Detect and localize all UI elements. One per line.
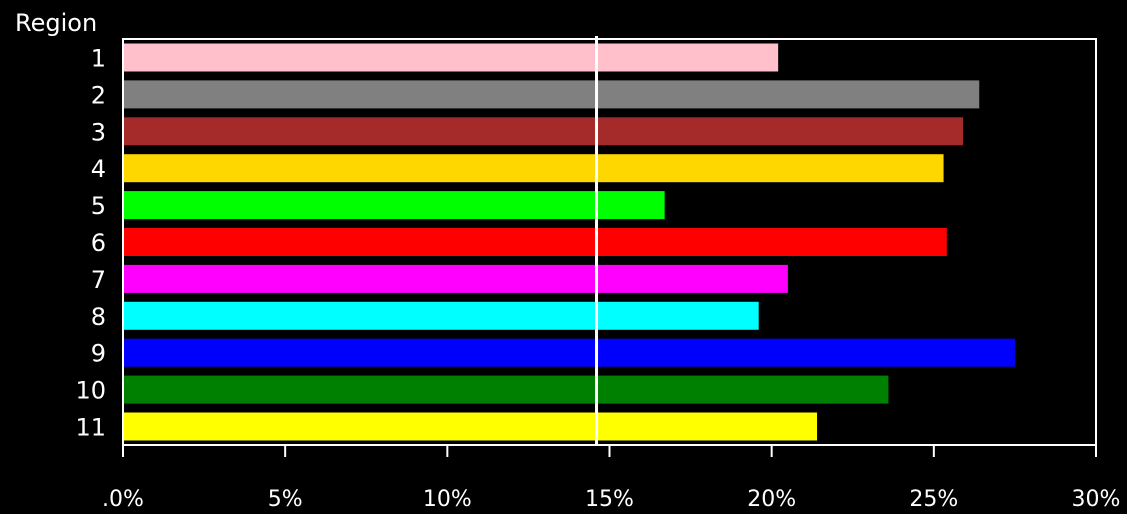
category-label-9: 9 <box>91 340 106 368</box>
category-label-8: 8 <box>91 303 106 331</box>
bar-region-9 <box>124 339 1015 367</box>
category-label-6: 6 <box>91 229 106 257</box>
category-label-3: 3 <box>91 118 106 146</box>
category-label-2: 2 <box>91 81 106 109</box>
bar-region-7 <box>124 265 788 293</box>
bar-region-11 <box>124 413 817 441</box>
bar-region-5 <box>124 191 665 219</box>
x-tick-label-0: .0% <box>102 487 144 512</box>
category-label-5: 5 <box>91 192 106 220</box>
y-axis-title: Region <box>15 9 97 37</box>
bar-region-2 <box>124 80 979 108</box>
x-tick-label-1: 5% <box>268 487 303 512</box>
bar-region-4 <box>124 154 944 182</box>
bar-group <box>124 44 1015 441</box>
x-tick-label-2: 10% <box>423 487 472 512</box>
bar-region-6 <box>124 228 947 256</box>
bar-region-3 <box>124 117 963 145</box>
bar-region-10 <box>124 376 888 404</box>
category-label-4: 4 <box>91 155 106 183</box>
category-label-10: 10 <box>75 377 106 405</box>
bar-region-1 <box>124 44 778 72</box>
x-tick-label-5: 25% <box>909 487 958 512</box>
x-tick-label-4: 20% <box>747 487 796 512</box>
category-label-1: 1 <box>91 45 106 73</box>
x-tick-label-6: 30% <box>1072 487 1121 512</box>
x-tick-label-3: 15% <box>585 487 634 512</box>
bar-region-8 <box>124 302 759 330</box>
category-label-7: 7 <box>91 266 106 294</box>
category-label-11: 11 <box>75 414 106 442</box>
